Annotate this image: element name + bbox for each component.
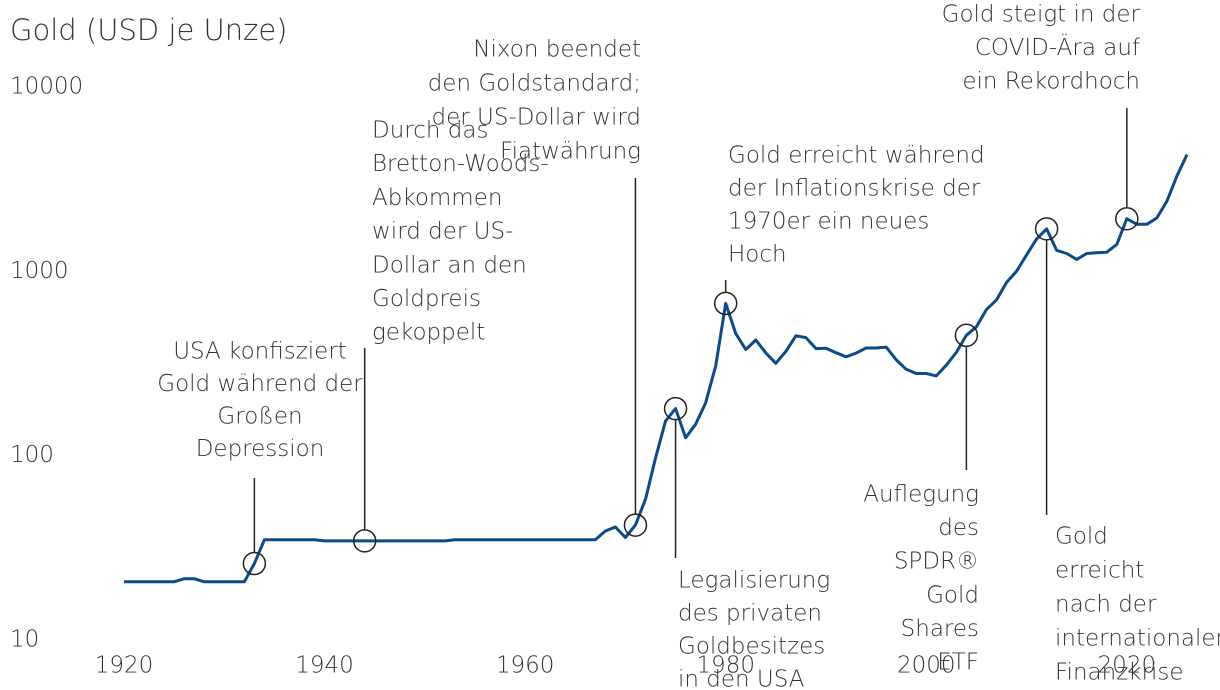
- annotation-text: Depression: [196, 436, 325, 462]
- annotation-text: 1970er ein neues: [728, 209, 929, 235]
- annotation-text: den Goldstandard;: [428, 71, 641, 97]
- annotation-text: Shares: [901, 616, 979, 642]
- annotation-text: USA konfisziert: [173, 339, 347, 365]
- y-tick-label: 10000: [10, 74, 83, 100]
- annotation-text: erreicht: [1055, 558, 1144, 584]
- annotation-text: Bretton-Woods-: [372, 151, 549, 177]
- annotation-marker: [352, 529, 377, 553]
- annotation-marker: [954, 323, 979, 348]
- annotation-text: Großen: [217, 404, 302, 430]
- annotation-text: des privaten: [678, 601, 822, 627]
- annotation-text: Goldbesitzes: [678, 634, 825, 660]
- x-tick-label: 1940: [295, 653, 354, 679]
- annotation-text: des: [938, 515, 979, 541]
- annotation-text: Finanzkrise: [1055, 660, 1184, 686]
- annotation-text: Hoch: [728, 242, 787, 268]
- annotation-text: COVID-Ära auf: [975, 33, 1141, 61]
- chart-title: Gold (USD je Unze): [10, 13, 288, 47]
- annotation-text: nach der: [1055, 592, 1157, 618]
- annotation-text: Gold erreicht während: [728, 143, 985, 169]
- annotation-text: Legalisierung: [678, 568, 830, 594]
- annotation-text: Gold: [926, 582, 979, 608]
- x-tick-label: 1920: [95, 653, 154, 679]
- annotation-text: Gold steigt in der: [942, 2, 1141, 28]
- annotation-text: Durch das: [372, 118, 488, 144]
- x-tick-label: 1980: [696, 653, 755, 679]
- annotation-text: Abkommen: [372, 185, 502, 211]
- annotation-text: wird der US-: [372, 219, 513, 245]
- annotation-marker: [623, 513, 648, 537]
- x-tick-label: 2000: [897, 653, 956, 679]
- annotation-text: der US-Dollar wird: [431, 105, 641, 131]
- annotation-text: Gold: [1055, 524, 1108, 550]
- annotation-text: Fiatwährung: [500, 139, 641, 165]
- x-tick-label: 2020: [1098, 653, 1157, 679]
- y-tick-label: 1000: [10, 258, 69, 284]
- annotation-text: Dollar an den: [372, 252, 527, 278]
- annotation-marker: [1115, 206, 1139, 231]
- annotation-text: der Inflationskrise der: [728, 176, 981, 202]
- annotation-text: SPDR®: [894, 549, 979, 575]
- annotation-text: Auflegung: [863, 482, 979, 508]
- x-tick-label: 1960: [496, 653, 555, 679]
- annotation-marker: [713, 291, 738, 316]
- annotation-text: in den USA: [678, 667, 805, 690]
- line-series: [124, 153, 1189, 584]
- annotation-text: gekoppelt: [372, 320, 485, 346]
- annotation-marker: [242, 551, 267, 576]
- annotation-marker: [1034, 217, 1059, 241]
- annotation-text: internationalen: [1055, 626, 1220, 652]
- annotation-text: ein Rekordhoch: [962, 69, 1140, 95]
- annotation-text: Gold während der: [157, 371, 363, 397]
- annotation-text: ETF: [937, 650, 979, 676]
- y-tick-label: 100: [10, 442, 54, 468]
- y-tick-label: 10: [10, 627, 39, 653]
- annotation-text: Nixon beendet: [473, 37, 641, 63]
- annotation-text: Goldpreis: [372, 286, 481, 312]
- annotation-marker: [663, 396, 688, 421]
